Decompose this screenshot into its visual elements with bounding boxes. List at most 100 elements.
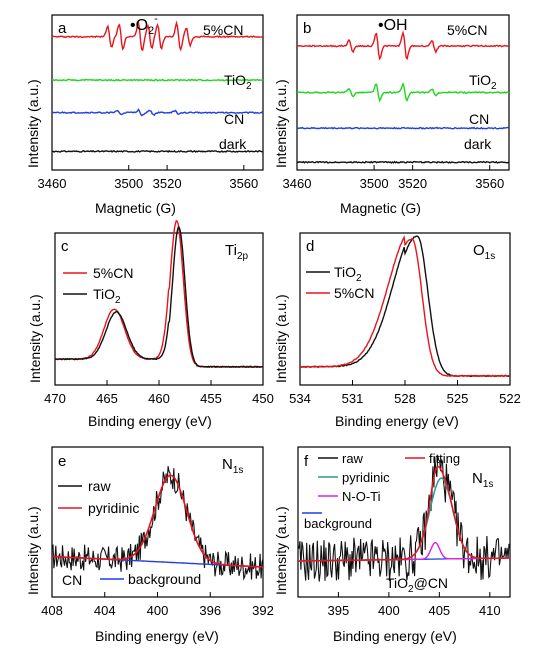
panel-a-series-label-2: CN: [224, 111, 244, 127]
panel-f-legend-2: pyridinic: [342, 470, 390, 485]
panel-a-frame: [51, 14, 264, 171]
panel-f: 395 400 405 410 f N1s raw fitting pyridinic…: [273, 446, 511, 644]
panel-e-legend-0: raw: [88, 478, 111, 494]
panel-c-xtick-label-1: 465: [96, 391, 118, 406]
panel-f-xtick-label-3: 410: [479, 603, 501, 618]
panel-e-legend-2: background: [128, 571, 201, 587]
panel-a-xtick-label-0: 3460: [38, 176, 67, 191]
panel-b-ylabel: Intensity (a.u.): [273, 79, 289, 168]
panel-b-series-label-2: CN: [469, 111, 489, 127]
panel-b-series-2: [296, 126, 510, 130]
panel-c-letter: c: [61, 238, 69, 255]
panel-a-xtick-label-1: 3500: [114, 176, 143, 191]
panel-a-letter: a: [58, 20, 67, 37]
panel-c-legend-1: TiO2: [93, 286, 121, 306]
panel-d-plot: 534 531 528 525 522: [289, 235, 521, 406]
panel-d-element: O1s: [473, 242, 495, 262]
panel-f-frame: [297, 446, 511, 598]
panel-d-legend-1: 5%CN: [334, 285, 374, 301]
panel-d-series-1: [299, 235, 511, 378]
panel-b-series-label-1: TiO2: [469, 72, 497, 92]
panel-b-xtick-label-3: 3560: [475, 176, 504, 191]
panel-f-plot: 395 400 405 410: [297, 455, 511, 618]
panel-c-xtick-label-3: 455: [200, 391, 222, 406]
panel-f-ylabel: Intensity (a.u.): [273, 506, 289, 595]
panel-a-radical: •O2-: [130, 13, 158, 37]
panel-a-series-2: [51, 108, 264, 117]
panel-e-corner-label: CN: [62, 572, 82, 588]
panel-e-xtick-label-4: 392: [252, 603, 274, 618]
panel-d-xtick-label-2: 528: [394, 391, 416, 406]
panel-f-xtick-label-0: 395: [328, 603, 350, 618]
panel-e-ylabel: Intensity (a.u.): [25, 506, 41, 595]
panel-e-xtick-label-2: 400: [147, 603, 169, 618]
panel-a-series-label-0: 5%CN: [203, 22, 243, 38]
panel-d-xtick-label-3: 525: [447, 391, 469, 406]
panel-c-legend-0: 5%CN: [93, 265, 133, 281]
panel-e-xtick-label-1: 404: [94, 603, 116, 618]
panel-b-xtick-label-1: 3500: [360, 176, 389, 191]
panel-f-element: N1s: [472, 470, 493, 490]
panel-e: 408 404 400 396 392 e N1s raw pyridinic CN b…: [25, 446, 274, 644]
panel-d-xlabel: Binding energy (eV): [335, 413, 459, 429]
panel-a-xlabel: Magnetic (G): [95, 200, 176, 216]
panel-f-series-1: [298, 465, 510, 562]
panel-c-series-1: [54, 225, 264, 369]
panel-a-plot: 3460 3500 3520 3560: [38, 20, 264, 191]
panel-c-xlabel: Binding energy (eV): [88, 413, 212, 429]
panel-a-xtick-label-3: 3560: [229, 176, 258, 191]
panel-c-xtick-label-4: 450: [252, 391, 274, 406]
panel-b-series-3: [296, 160, 510, 164]
panel-b-letter: b: [303, 20, 311, 37]
panel-e-series-1: [52, 474, 263, 568]
panel-c-element: Ti2p: [225, 242, 249, 262]
panel-a-series-label-1: TiO2: [224, 72, 252, 92]
panel-a-series-label-3: dark: [219, 136, 247, 152]
panel-a-series-3: [51, 149, 264, 154]
panel-e-legend-1: pyridinic: [88, 500, 139, 516]
panel-d-xtick-label-0: 534: [289, 391, 311, 406]
panel-a-ylabel: Intensity (a.u.): [25, 79, 41, 168]
panel-e-series-0: [51, 466, 264, 581]
panel-b-xtick-label-0: 3460: [283, 176, 312, 191]
panel-f-corner-label: TiO2@CN: [386, 575, 448, 595]
panel-c-ylabel: Intensity (a.u.): [27, 294, 43, 383]
panel-e-plot: 408 404 400 396 392: [41, 466, 274, 618]
panel-d-ylabel: Intensity (a.u.): [273, 294, 289, 383]
panel-f-legend-1: fitting: [429, 451, 460, 466]
panel-b-series-1: [297, 81, 510, 103]
panel-e-xtick-label-0: 408: [41, 603, 63, 618]
panel-b-series-label-3: dark: [464, 136, 492, 152]
panel-e-xtick-label-3: 396: [199, 603, 221, 618]
panel-a-xtick-label-2: 3520: [153, 176, 182, 191]
panel-b-series-0: [296, 30, 510, 61]
panel-f-xlabel: Binding energy (eV): [333, 628, 457, 644]
panel-c-xtick-label-2: 460: [148, 391, 170, 406]
panel-f-letter: f: [304, 453, 309, 470]
panel-e-letter: e: [58, 453, 66, 470]
panel-b: 3460 3500 3520 3560 b •OH 5%CN TiO2 CN dark…: [273, 14, 510, 216]
panel-f-xtick-label-1: 400: [378, 603, 400, 618]
panel-f-series-0: [297, 455, 511, 582]
panel-c-xtick-label-0: 470: [44, 391, 66, 406]
panel-b-plot: 3460 3500 3520 3560: [283, 30, 510, 191]
panel-b-xtick-label-2: 3520: [398, 176, 427, 191]
panel-e-xlabel: Binding energy (eV): [95, 628, 219, 644]
panel-f-legend-3: N-O-Ti: [342, 489, 381, 504]
panel-d-xtick-label-4: 522: [499, 391, 521, 406]
panel-d-letter: d: [306, 238, 314, 255]
panel-f-xtick-label-2: 405: [428, 603, 450, 618]
panel-c-plot: 470 465 460 455 450: [44, 219, 274, 406]
panel-a-series-1: [51, 78, 264, 82]
panel-e-element: N1s: [222, 456, 243, 476]
panel-f-legend-4: background: [304, 516, 372, 531]
panel-b-xlabel: Magnetic (G): [340, 200, 421, 216]
panel-a: 3460 3500 3520 3560 a •O2- 5%CN TiO2 CN dar…: [25, 13, 264, 216]
panel-c: 470 465 460 455 450 c Ti2p 5%CN TiO2 Intensi…: [27, 219, 274, 429]
panel-a-series-0: [51, 20, 264, 52]
panel-d-xtick-label-1: 531: [342, 391, 364, 406]
panel-d: 534 531 528 525 522 d O1s TiO2 5%CN Intensit…: [273, 232, 521, 429]
panel-b-radical: •OH: [378, 17, 408, 34]
panel-b-series-label-0: 5%CN: [447, 22, 487, 38]
